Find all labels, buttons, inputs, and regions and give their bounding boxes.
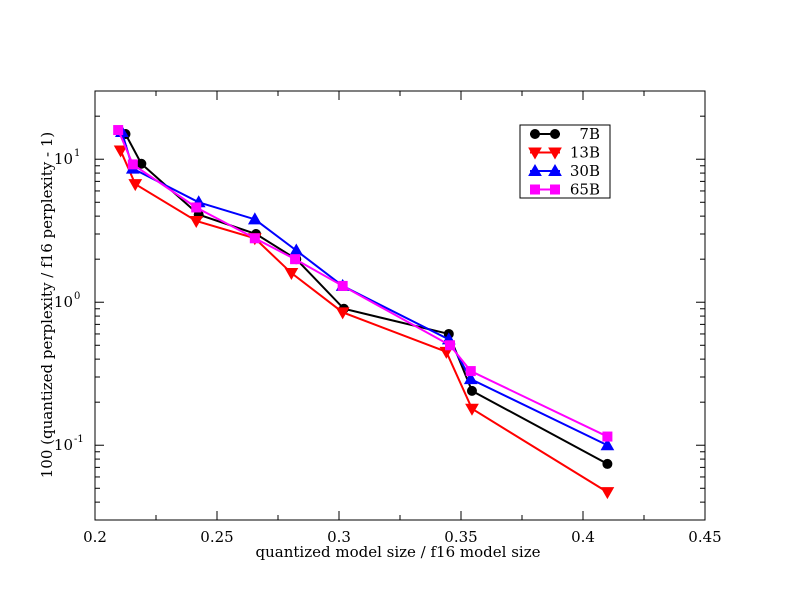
data-point-13b xyxy=(113,145,128,158)
x-tick-label: 0.45 xyxy=(688,528,721,546)
series-line-13b xyxy=(119,150,608,493)
legend-marker xyxy=(550,129,560,139)
data-point-30b xyxy=(289,243,304,256)
series-layer xyxy=(113,125,615,500)
y-tick-label: 10 xyxy=(54,436,73,454)
legend-marker xyxy=(528,163,542,176)
data-point-65b xyxy=(249,233,260,244)
legend-marker xyxy=(530,184,540,195)
data-point-65b xyxy=(445,340,456,351)
data-point-30b xyxy=(600,438,615,451)
data-point-7b xyxy=(466,385,477,396)
x-tick-label: 0.2 xyxy=(83,528,107,546)
data-point-13b xyxy=(335,307,350,320)
data-point-13b xyxy=(128,179,143,192)
data-point-30b xyxy=(247,212,262,225)
data-point-13b xyxy=(465,403,479,416)
y-tick-base: 10 xyxy=(54,293,73,311)
legend-label: 30B xyxy=(570,162,600,180)
x-tick-label: 0.3 xyxy=(327,528,351,546)
y-axis-label: 100 (quantized perplexity / f16 perplexi… xyxy=(38,132,56,478)
data-point-65b xyxy=(191,202,202,213)
data-point-65b xyxy=(127,159,138,170)
data-point-65b xyxy=(337,280,348,291)
x-axis-label: quantized model size / f16 model size xyxy=(256,543,541,561)
series-13b xyxy=(113,145,615,500)
x-tick-label: 0.4 xyxy=(571,528,595,546)
legend-label: 7B xyxy=(579,125,600,143)
legend-marker xyxy=(548,163,562,176)
plot-frame xyxy=(94,90,706,521)
data-point-65b xyxy=(290,254,301,265)
series-65b xyxy=(113,125,613,442)
y-tick-exponent: -1 xyxy=(74,434,84,445)
data-point-13b xyxy=(189,215,204,228)
x-axis: 0.2 0.25 0.3 0.35 0.4 0.45 xyxy=(83,91,722,546)
y-tick-exponent: 1 xyxy=(74,148,80,159)
data-point-30b xyxy=(463,372,478,385)
data-point-13b xyxy=(284,268,299,281)
y-tick-base: 10 xyxy=(54,150,73,168)
legend-marker xyxy=(550,184,560,195)
data-point-65b xyxy=(113,125,124,136)
data-point-13b xyxy=(600,487,615,500)
data-point-65b xyxy=(465,366,476,377)
legend-marker xyxy=(548,147,562,160)
x-tick-label: 0.25 xyxy=(200,528,233,546)
data-point-7b xyxy=(602,458,613,469)
data-point-65b xyxy=(602,431,613,442)
legend-label: 65B xyxy=(570,181,600,199)
y-tick-label: 10 xyxy=(54,150,73,168)
y-tick-exponent: 0 xyxy=(74,291,80,302)
y-tick-base: 10 xyxy=(54,436,73,454)
legend-marker xyxy=(528,147,542,160)
x-tick-label: 0.35 xyxy=(444,528,477,546)
y-tick-label: 10 xyxy=(54,293,73,311)
legend-marker xyxy=(530,129,540,139)
legend-label: 13B xyxy=(570,144,600,162)
